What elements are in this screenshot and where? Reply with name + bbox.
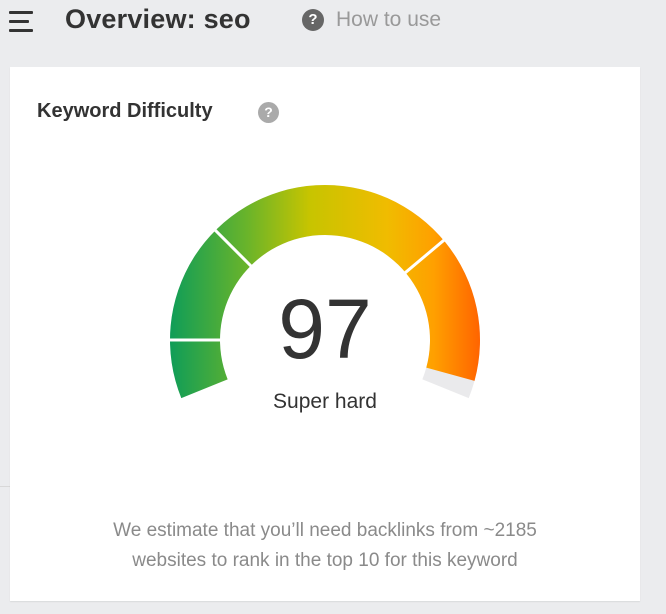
description-line: websites to rank in the top 10 for this … (132, 550, 518, 571)
description-line: We estimate that you’ll need backlinks f… (113, 520, 537, 541)
divider (0, 486, 10, 487)
difficulty-rating: Super hard (273, 390, 377, 413)
backlinks-estimate: We estimate that you’ll need backlinks f… (50, 516, 600, 576)
question-circle-icon[interactable]: ? (302, 9, 324, 31)
gauge-segment-divider (212, 227, 254, 269)
difficulty-gauge (168, 184, 480, 399)
page-title: Overview: seo (65, 4, 251, 34)
gauge-fill (169, 184, 480, 399)
difficulty-score: 97 (278, 282, 372, 376)
keyword-difficulty-card: Keyword Difficulty ? 97 Super hard We es… (10, 67, 640, 601)
how-to-use-link[interactable]: How to use (336, 8, 442, 31)
hamburger-menu-icon[interactable] (9, 11, 35, 33)
card-title: Keyword Difficulty (37, 100, 213, 122)
question-circle-icon[interactable]: ? (258, 102, 279, 123)
gauge-segment-divider (402, 237, 447, 275)
